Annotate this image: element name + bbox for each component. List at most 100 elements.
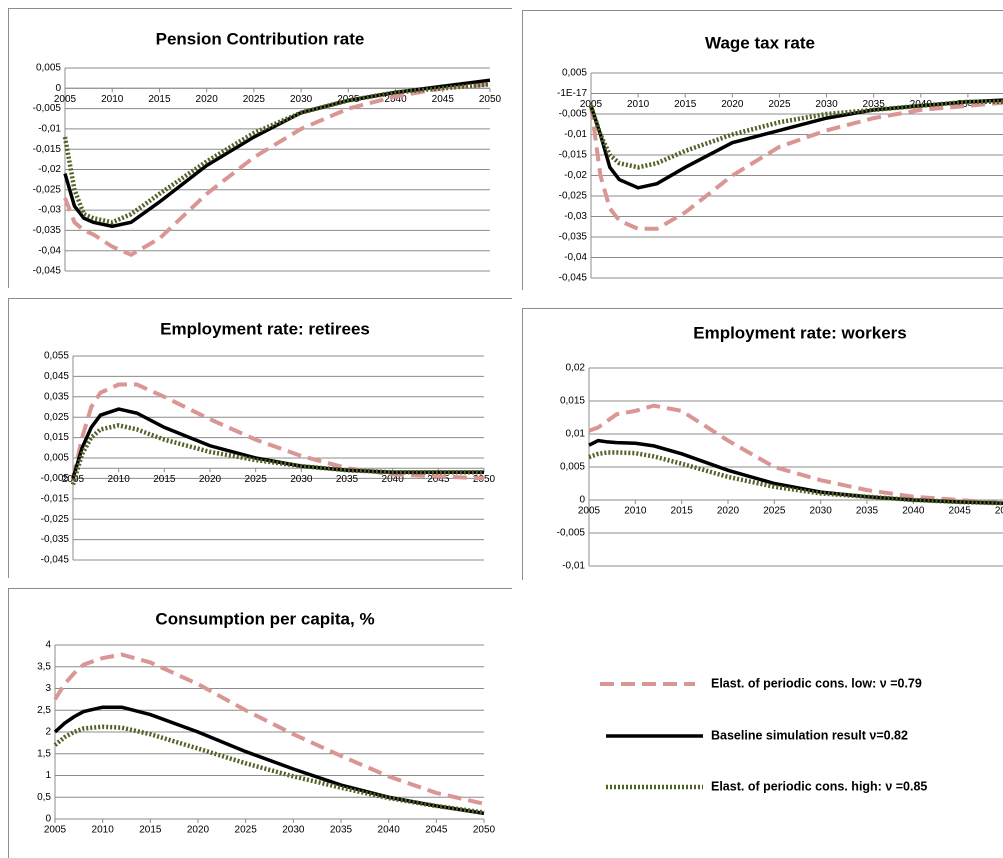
x-tick-label: 2040	[902, 506, 925, 517]
series-line	[588, 450, 1003, 506]
y-tick-label: 0,01	[566, 429, 586, 440]
x-tick-label: 2020	[199, 474, 222, 485]
x-tick-label: 2050	[995, 506, 1003, 517]
y-tick-label: 2,5	[37, 705, 51, 716]
x-tick-label: 2020	[196, 94, 219, 105]
y-tick-label: -0,025	[33, 184, 62, 195]
y-tick-label: -0,015	[33, 144, 62, 155]
series-line	[53, 705, 485, 816]
y-tick-label: 0,055	[44, 351, 69, 362]
y-tick-label: 0,5	[37, 792, 51, 803]
y-tick-label: -0,035	[41, 534, 70, 545]
y-tick-label: -0,03	[564, 211, 587, 222]
y-tick-label: 0	[45, 814, 51, 825]
y-tick-label: 0,005	[562, 68, 587, 79]
x-tick-label: 2020	[717, 506, 740, 517]
y-tick-label: 0,015	[44, 432, 69, 443]
x-tick-label: 2010	[92, 825, 115, 836]
y-tick-label: -0,005	[559, 109, 588, 120]
y-tick-label: 0	[55, 83, 61, 94]
series-line	[71, 382, 485, 481]
legend-label: Baseline simulation result ν=0.82	[711, 728, 908, 742]
y-tick-label: 1	[45, 770, 51, 781]
y-tick-label: -0,03	[38, 205, 61, 216]
y-tick-label: -1E-17	[557, 88, 587, 99]
y-tick-label: 0,025	[44, 412, 69, 423]
x-tick-label: 2045	[957, 99, 980, 110]
x-tick-label: 2045	[432, 94, 455, 105]
y-tick-label: -0,005	[557, 528, 586, 539]
y-tick-label: 0,035	[44, 391, 69, 402]
y-tick-label: 2	[45, 727, 51, 738]
x-tick-label: 2030	[815, 99, 838, 110]
y-tick-label: -0,01	[562, 561, 585, 572]
chart-panel: Employment rate: retirees -0,045 -0,035 -0,…	[8, 298, 512, 578]
x-tick-label: 2005	[578, 506, 601, 517]
panel-border	[522, 10, 1003, 290]
y-tick-label: -0,045	[33, 266, 62, 277]
chart-title: Employment rate: workers	[693, 323, 907, 342]
y-tick-label: -0,045	[41, 555, 70, 566]
series-line	[53, 724, 485, 815]
x-tick-label: 2015	[148, 94, 171, 105]
series-line	[589, 100, 1003, 231]
chart-panel: Employment rate: workers -0,01 -0,005 0 0,00…	[522, 308, 1003, 580]
x-tick-label: 2020	[721, 99, 744, 110]
x-tick-label: 2050	[473, 474, 496, 485]
x-tick-label: 2030	[810, 506, 833, 517]
chart-title: Consumption per capita, %	[155, 609, 374, 628]
series-line	[62, 81, 491, 225]
x-tick-label: 2005	[580, 99, 603, 110]
x-tick-label: 2045	[949, 506, 972, 517]
y-tick-label: -0,045	[559, 273, 588, 284]
chart-title: Employment rate: retirees	[160, 319, 370, 338]
x-tick-label: 2015	[671, 506, 694, 517]
y-tick-label: -0,015	[559, 150, 588, 161]
series-line	[588, 403, 1003, 506]
y-tick-label: -0,015	[41, 493, 70, 504]
chart-title: Wage tax rate	[705, 33, 815, 52]
series-line	[588, 438, 1003, 505]
x-tick-label: 2010	[624, 506, 647, 517]
x-tick-label: 2035	[336, 474, 359, 485]
chart-panel: Wage tax rate -0,045 -0,04 -0,035 -0,03 -0,02…	[522, 10, 1003, 290]
x-tick-label: 2035	[863, 99, 886, 110]
y-tick-label: -0,035	[33, 225, 62, 236]
x-tick-label: 2005	[44, 825, 67, 836]
series-line	[589, 98, 1003, 190]
y-tick-label: -0,04	[564, 252, 587, 263]
y-tick-label: 3,5	[37, 661, 51, 672]
series-line	[53, 652, 485, 806]
y-tick-label: 0,005	[36, 63, 61, 74]
x-tick-label: 2010	[108, 474, 131, 485]
x-tick-label: 2045	[427, 474, 450, 485]
y-tick-label: -0,005	[33, 103, 62, 114]
x-tick-label: 2015	[674, 99, 697, 110]
panel-border	[8, 588, 512, 858]
y-tick-label: -0,025	[559, 191, 588, 202]
x-tick-label: 2025	[245, 474, 268, 485]
chart-panel: Consumption per capita, % 0 0,5 1 1,5 2 2,5 3 3,…	[8, 588, 512, 858]
x-tick-label: 2010	[627, 99, 650, 110]
x-tick-label: 2025	[763, 506, 786, 517]
x-tick-label: 2025	[768, 99, 791, 110]
x-tick-label: 2020	[187, 825, 210, 836]
x-tick-label: 2040	[384, 94, 407, 105]
x-tick-label: 2035	[330, 825, 353, 836]
chart-panel: Pension Contribution rate -0,045 -0,04 -0,0…	[8, 8, 512, 288]
y-tick-label: -0,04	[38, 245, 61, 256]
y-tick-label: 4	[45, 640, 51, 651]
x-tick-label: 2050	[473, 825, 496, 836]
panel-border	[8, 298, 512, 578]
y-tick-label: 1,5	[37, 748, 51, 759]
legend-label: Elast. of periodic cons. high: ν =0.85	[711, 779, 927, 793]
y-tick-label: 0,045	[44, 371, 69, 382]
chart-title: Pension Contribution rate	[156, 29, 365, 48]
series-line	[70, 423, 484, 486]
x-tick-label: 2030	[290, 94, 313, 105]
y-tick-label: 0	[579, 495, 585, 506]
y-tick-label: -0,01	[38, 124, 61, 135]
x-tick-label: 2010	[101, 94, 124, 105]
y-tick-label: 3	[45, 683, 51, 694]
